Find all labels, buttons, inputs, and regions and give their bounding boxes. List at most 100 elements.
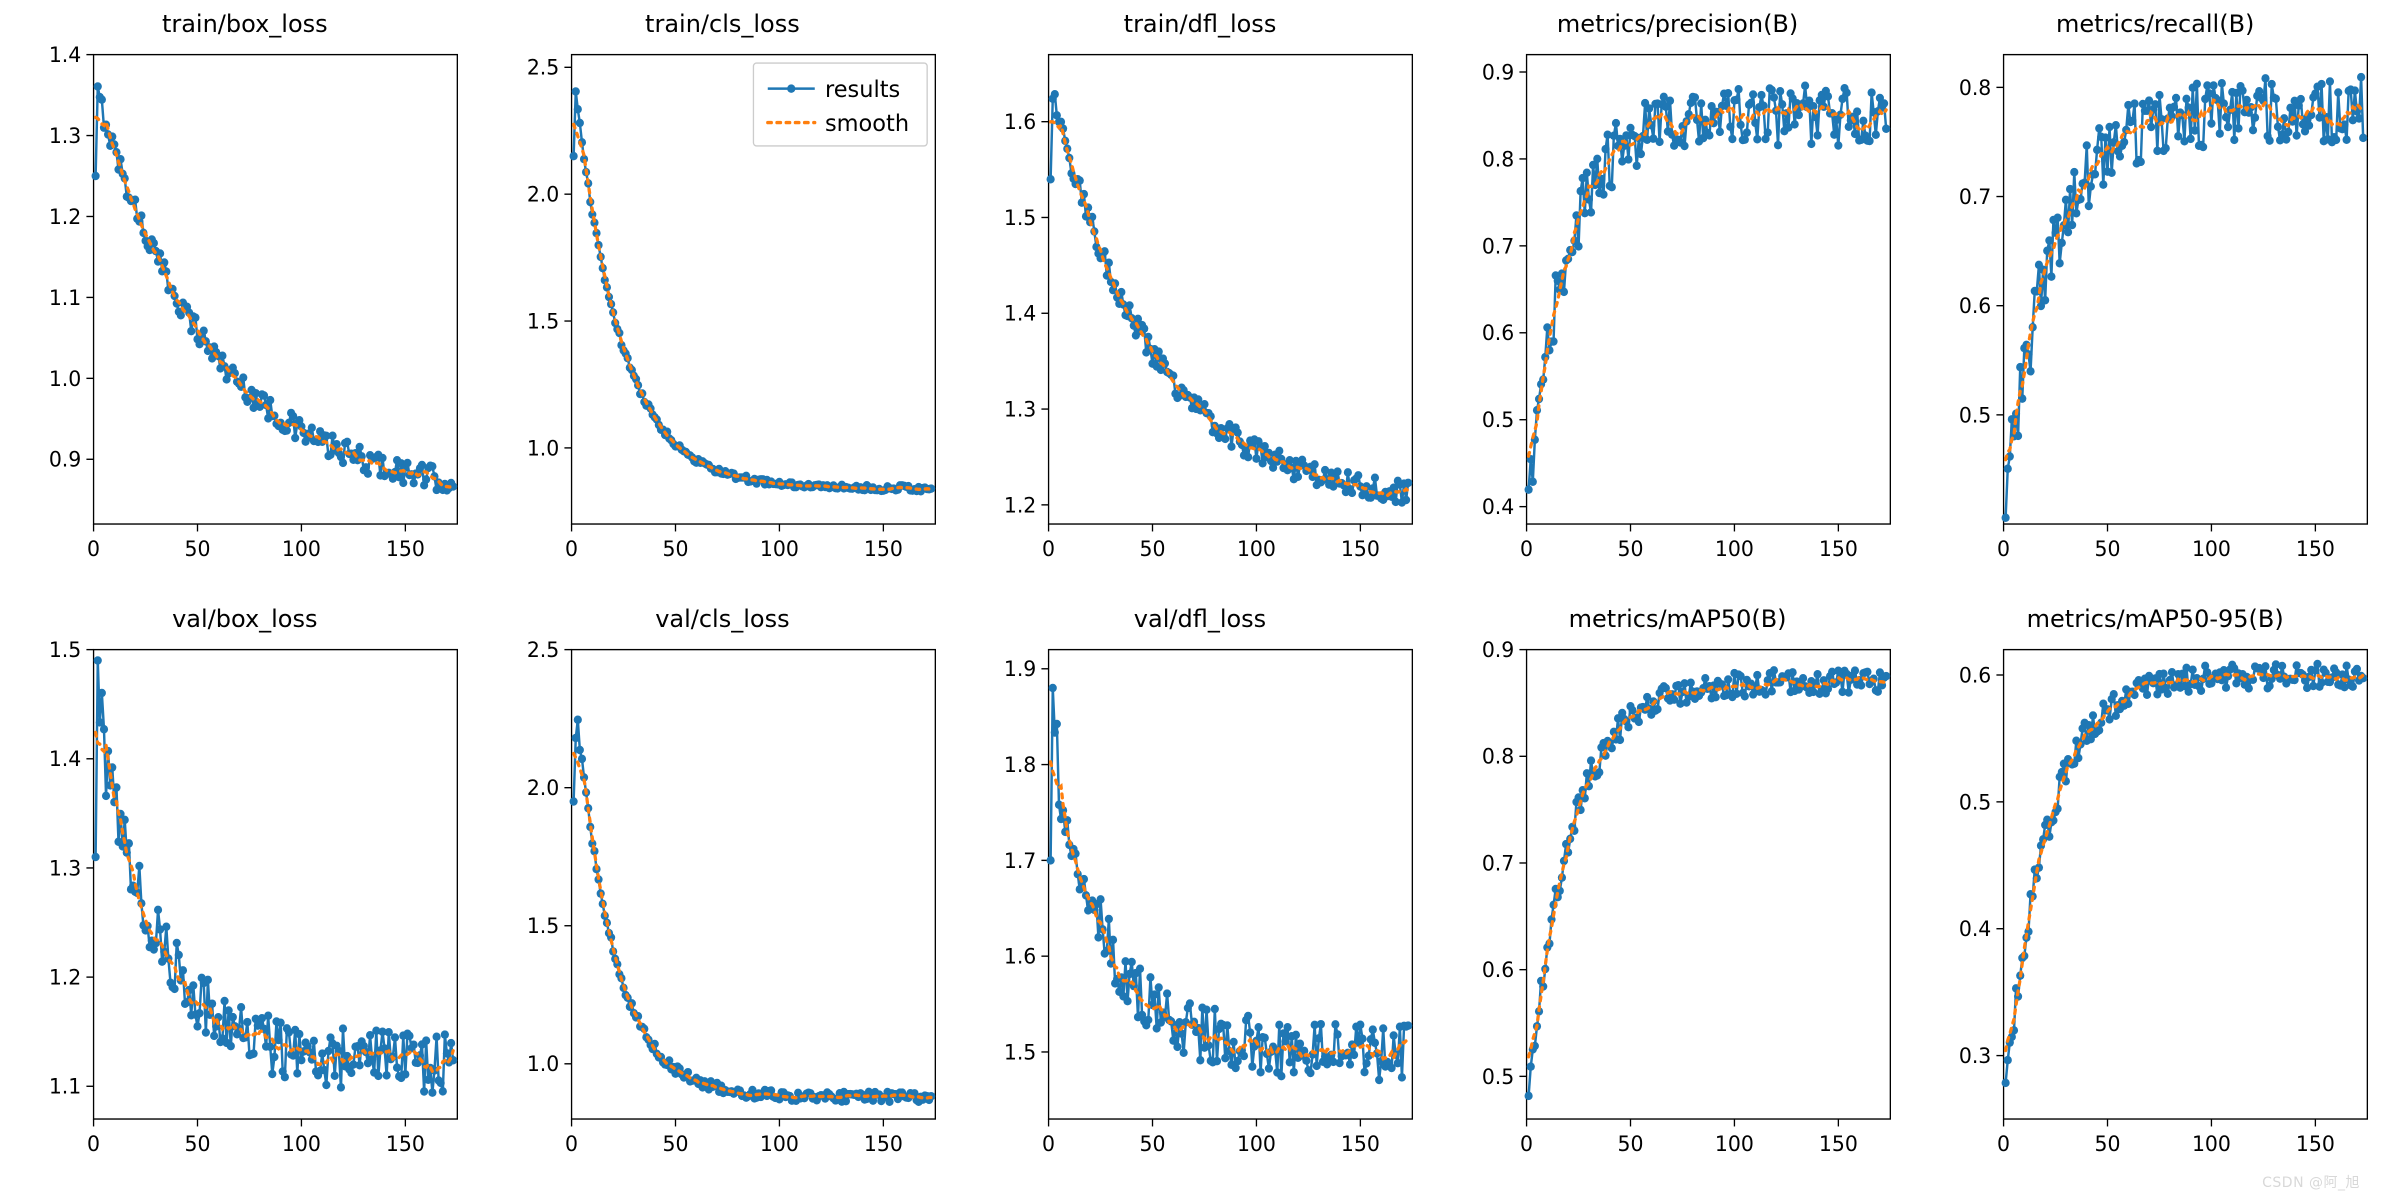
smooth-line xyxy=(96,117,454,487)
svg-text:2.0: 2.0 xyxy=(526,182,558,206)
plot-area: 0501001501.11.21.31.41.5 xyxy=(20,639,470,1170)
results-line xyxy=(1051,94,1409,502)
svg-text:100: 100 xyxy=(1715,537,1754,561)
smooth-line xyxy=(573,754,931,1099)
svg-text:0: 0 xyxy=(565,1132,578,1156)
subplot-title: val/box_loss xyxy=(20,605,470,633)
svg-text:1.6: 1.6 xyxy=(1004,110,1036,134)
subplot-title: train/box_loss xyxy=(20,10,470,38)
svg-text:0.5: 0.5 xyxy=(1482,408,1514,432)
subplot-8: metrics/mAP50(B) 0 50 100 150 0.5 0.6 0.7 0.8 0.9 xyxy=(1453,605,1903,1170)
subplot-title: val/dfl_loss xyxy=(975,605,1425,633)
svg-text:0.8: 0.8 xyxy=(1482,147,1514,171)
svg-text:100: 100 xyxy=(1237,1132,1276,1156)
svg-text:1.4: 1.4 xyxy=(1004,301,1036,325)
svg-text:150: 150 xyxy=(863,1132,902,1156)
svg-text:1.5: 1.5 xyxy=(526,309,558,333)
svg-text:2.0: 2.0 xyxy=(526,776,558,800)
svg-text:0.8: 0.8 xyxy=(1482,744,1514,768)
svg-text:2.5: 2.5 xyxy=(526,55,558,79)
svg-text:150: 150 xyxy=(1341,537,1380,561)
results-line xyxy=(1051,688,1409,1080)
plot-area: 0501001500.30.40.50.6 xyxy=(1930,639,2380,1170)
figure: train/box_loss 0 50 100 150 0.9 1.0 1.1 1.2 1.3 1.… xyxy=(0,0,2400,1200)
svg-text:100: 100 xyxy=(760,537,799,561)
svg-text:0: 0 xyxy=(1042,1132,1055,1156)
svg-text:0.7: 0.7 xyxy=(1482,234,1514,258)
svg-text:1.1: 1.1 xyxy=(49,1074,81,1098)
svg-text:0: 0 xyxy=(1520,1132,1533,1156)
plot-area: 0501001500.50.60.70.8 xyxy=(1930,44,2380,575)
results-line xyxy=(96,86,454,490)
svg-text:1.3: 1.3 xyxy=(49,124,81,148)
svg-text:1.4: 1.4 xyxy=(49,747,81,771)
subplot-2: train/dfl_loss0501001501.21.31.41.51.6 xyxy=(975,10,1425,575)
svg-text:50: 50 xyxy=(2095,1132,2121,1156)
svg-text:50: 50 xyxy=(1140,1132,1166,1156)
subplot-grid: train/box_loss 0 50 100 150 0.9 1.0 1.1 1.2 1.3 1.… xyxy=(0,10,2400,1190)
svg-text:0.4: 0.4 xyxy=(1959,917,1991,941)
svg-text:150: 150 xyxy=(863,537,902,561)
subplot-6: val/cls_loss0501001501.01.52.02.5 xyxy=(498,605,948,1170)
subplot-title: metrics/mAP50-95(B) xyxy=(1930,605,2380,633)
svg-text:100: 100 xyxy=(282,537,321,561)
subplot-title: metrics/mAP50(B) xyxy=(1453,605,1903,633)
svg-text:0: 0 xyxy=(1520,537,1533,561)
smooth-line xyxy=(2006,100,2364,459)
svg-text:0.4: 0.4 xyxy=(1482,495,1514,519)
svg-text:0.9: 0.9 xyxy=(1482,639,1514,662)
svg-text:50: 50 xyxy=(185,537,211,561)
svg-text:50: 50 xyxy=(662,1132,688,1156)
subplot-5: val/box_loss0501001501.11.21.31.41.5 xyxy=(20,605,470,1170)
svg-text:50: 50 xyxy=(185,1132,211,1156)
svg-text:0.5: 0.5 xyxy=(1482,1064,1514,1088)
svg-text:0.6: 0.6 xyxy=(1959,663,1991,687)
svg-text:1.2: 1.2 xyxy=(49,965,81,989)
svg-text:50: 50 xyxy=(1617,537,1643,561)
svg-text:results: results xyxy=(825,77,900,103)
results-line xyxy=(573,720,931,1102)
svg-text:100: 100 xyxy=(2192,537,2231,561)
subplot-3: metrics/precision(B)0501001500.40.50.60.… xyxy=(1453,10,1903,575)
svg-text:100: 100 xyxy=(1715,1132,1754,1156)
subplot-0: train/box_loss0501001500.91.01.11.21.31.… xyxy=(20,10,470,575)
subplot-1: train/cls_loss0501001501.01.52.02.5resul… xyxy=(498,10,948,575)
svg-text:1.5: 1.5 xyxy=(49,639,81,662)
svg-text:0.6: 0.6 xyxy=(1959,294,1991,318)
svg-text:1.5: 1.5 xyxy=(526,914,558,938)
svg-text:150: 150 xyxy=(1819,1132,1858,1156)
svg-text:150: 150 xyxy=(1819,537,1858,561)
svg-text:0.9: 0.9 xyxy=(1482,60,1514,84)
subplot-title: train/dfl_loss xyxy=(975,10,1425,38)
svg-text:1.6: 1.6 xyxy=(1004,944,1036,968)
svg-text:0: 0 xyxy=(565,537,578,561)
results-line xyxy=(2006,664,2364,1083)
plot-area: 0 50 100 150 0.5 0.6 0.7 0.8 0.9 xyxy=(1453,639,1903,1170)
svg-text:1.8: 1.8 xyxy=(1004,753,1036,777)
svg-text:0.7: 0.7 xyxy=(1482,851,1514,875)
plot-area: 0501001500.91.01.11.21.31.4 xyxy=(20,44,470,575)
svg-text:1.3: 1.3 xyxy=(49,856,81,880)
results-line xyxy=(1528,86,1886,490)
svg-text:1.5: 1.5 xyxy=(1004,206,1036,230)
svg-text:0.6: 0.6 xyxy=(1482,958,1514,982)
svg-text:1.1: 1.1 xyxy=(49,285,81,309)
subplot-title: metrics/recall(B) xyxy=(1930,10,2380,38)
svg-text:50: 50 xyxy=(1617,1132,1643,1156)
svg-text:1.0: 1.0 xyxy=(49,366,81,390)
svg-text:150: 150 xyxy=(386,537,425,561)
subplot-title: train/cls_loss xyxy=(498,10,948,38)
subplot-4: metrics/recall(B) 0501001500.50.60.70.8 xyxy=(1930,10,2380,575)
plot-area: 0 50 100 150 0.4 0.5 0.6 0.7 0.8 0.9 xyxy=(1453,44,1903,575)
svg-text:1.5: 1.5 xyxy=(1004,1040,1036,1064)
svg-text:150: 150 xyxy=(2296,1132,2335,1156)
svg-text:2.5: 2.5 xyxy=(526,639,558,662)
legend: results smooth xyxy=(753,63,927,146)
svg-text:1.2: 1.2 xyxy=(1004,493,1036,517)
svg-text:smooth: smooth xyxy=(825,111,909,137)
svg-text:0.6: 0.6 xyxy=(1482,321,1514,345)
smooth-line xyxy=(1051,122,1409,496)
svg-text:1.3: 1.3 xyxy=(1004,397,1036,421)
svg-text:1.7: 1.7 xyxy=(1004,848,1036,872)
svg-text:0: 0 xyxy=(87,537,100,561)
